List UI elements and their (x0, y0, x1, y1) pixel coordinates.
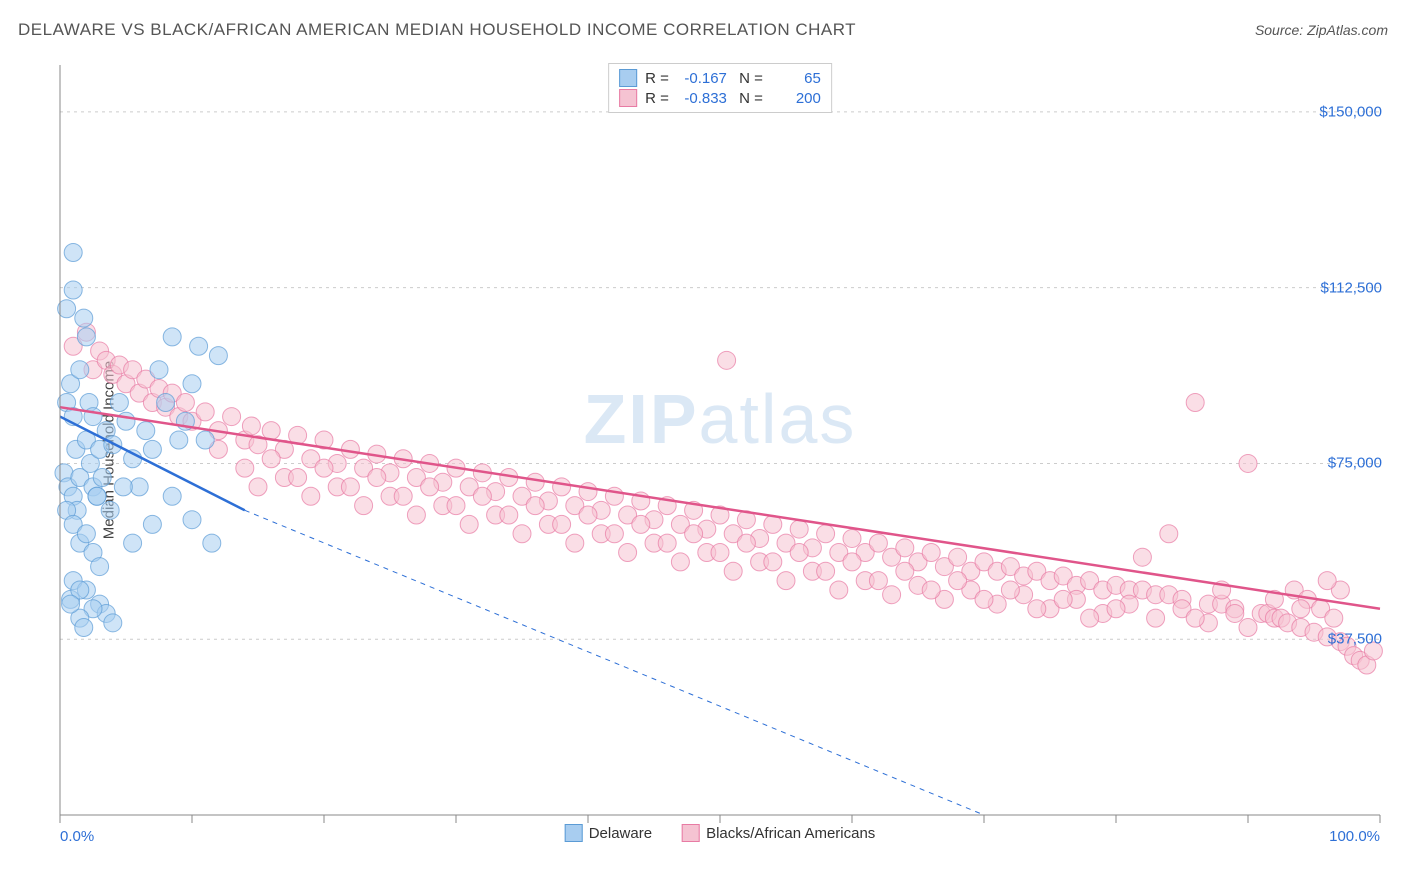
correlation-legend: R = -0.167 N = 65 R = -0.833 N = 200 (608, 63, 832, 113)
y-tick-label: $37,500 (1328, 631, 1382, 648)
chart-title: DELAWARE VS BLACK/AFRICAN AMERICAN MEDIA… (18, 20, 856, 40)
swatch-black (619, 89, 637, 107)
scatter-plot (50, 60, 1390, 840)
legend-item-black: Blacks/African Americans (682, 824, 875, 842)
legend-row-black: R = -0.833 N = 200 (619, 88, 821, 108)
y-tick-label: $150,000 (1319, 103, 1382, 120)
chart-header: DELAWARE VS BLACK/AFRICAN AMERICAN MEDIA… (18, 20, 1388, 40)
swatch-delaware (619, 69, 637, 87)
series-legend: Delaware Blacks/African Americans (565, 824, 876, 842)
y-tick-label: $75,000 (1328, 455, 1382, 472)
legend-item-delaware: Delaware (565, 824, 652, 842)
legend-row-delaware: R = -0.167 N = 65 (619, 68, 821, 88)
chart-area: Median Household Income ZIPatlas R = -0.… (50, 60, 1390, 840)
chart-source: Source: ZipAtlas.com (1255, 22, 1388, 38)
y-tick-label: $112,500 (1321, 279, 1382, 296)
